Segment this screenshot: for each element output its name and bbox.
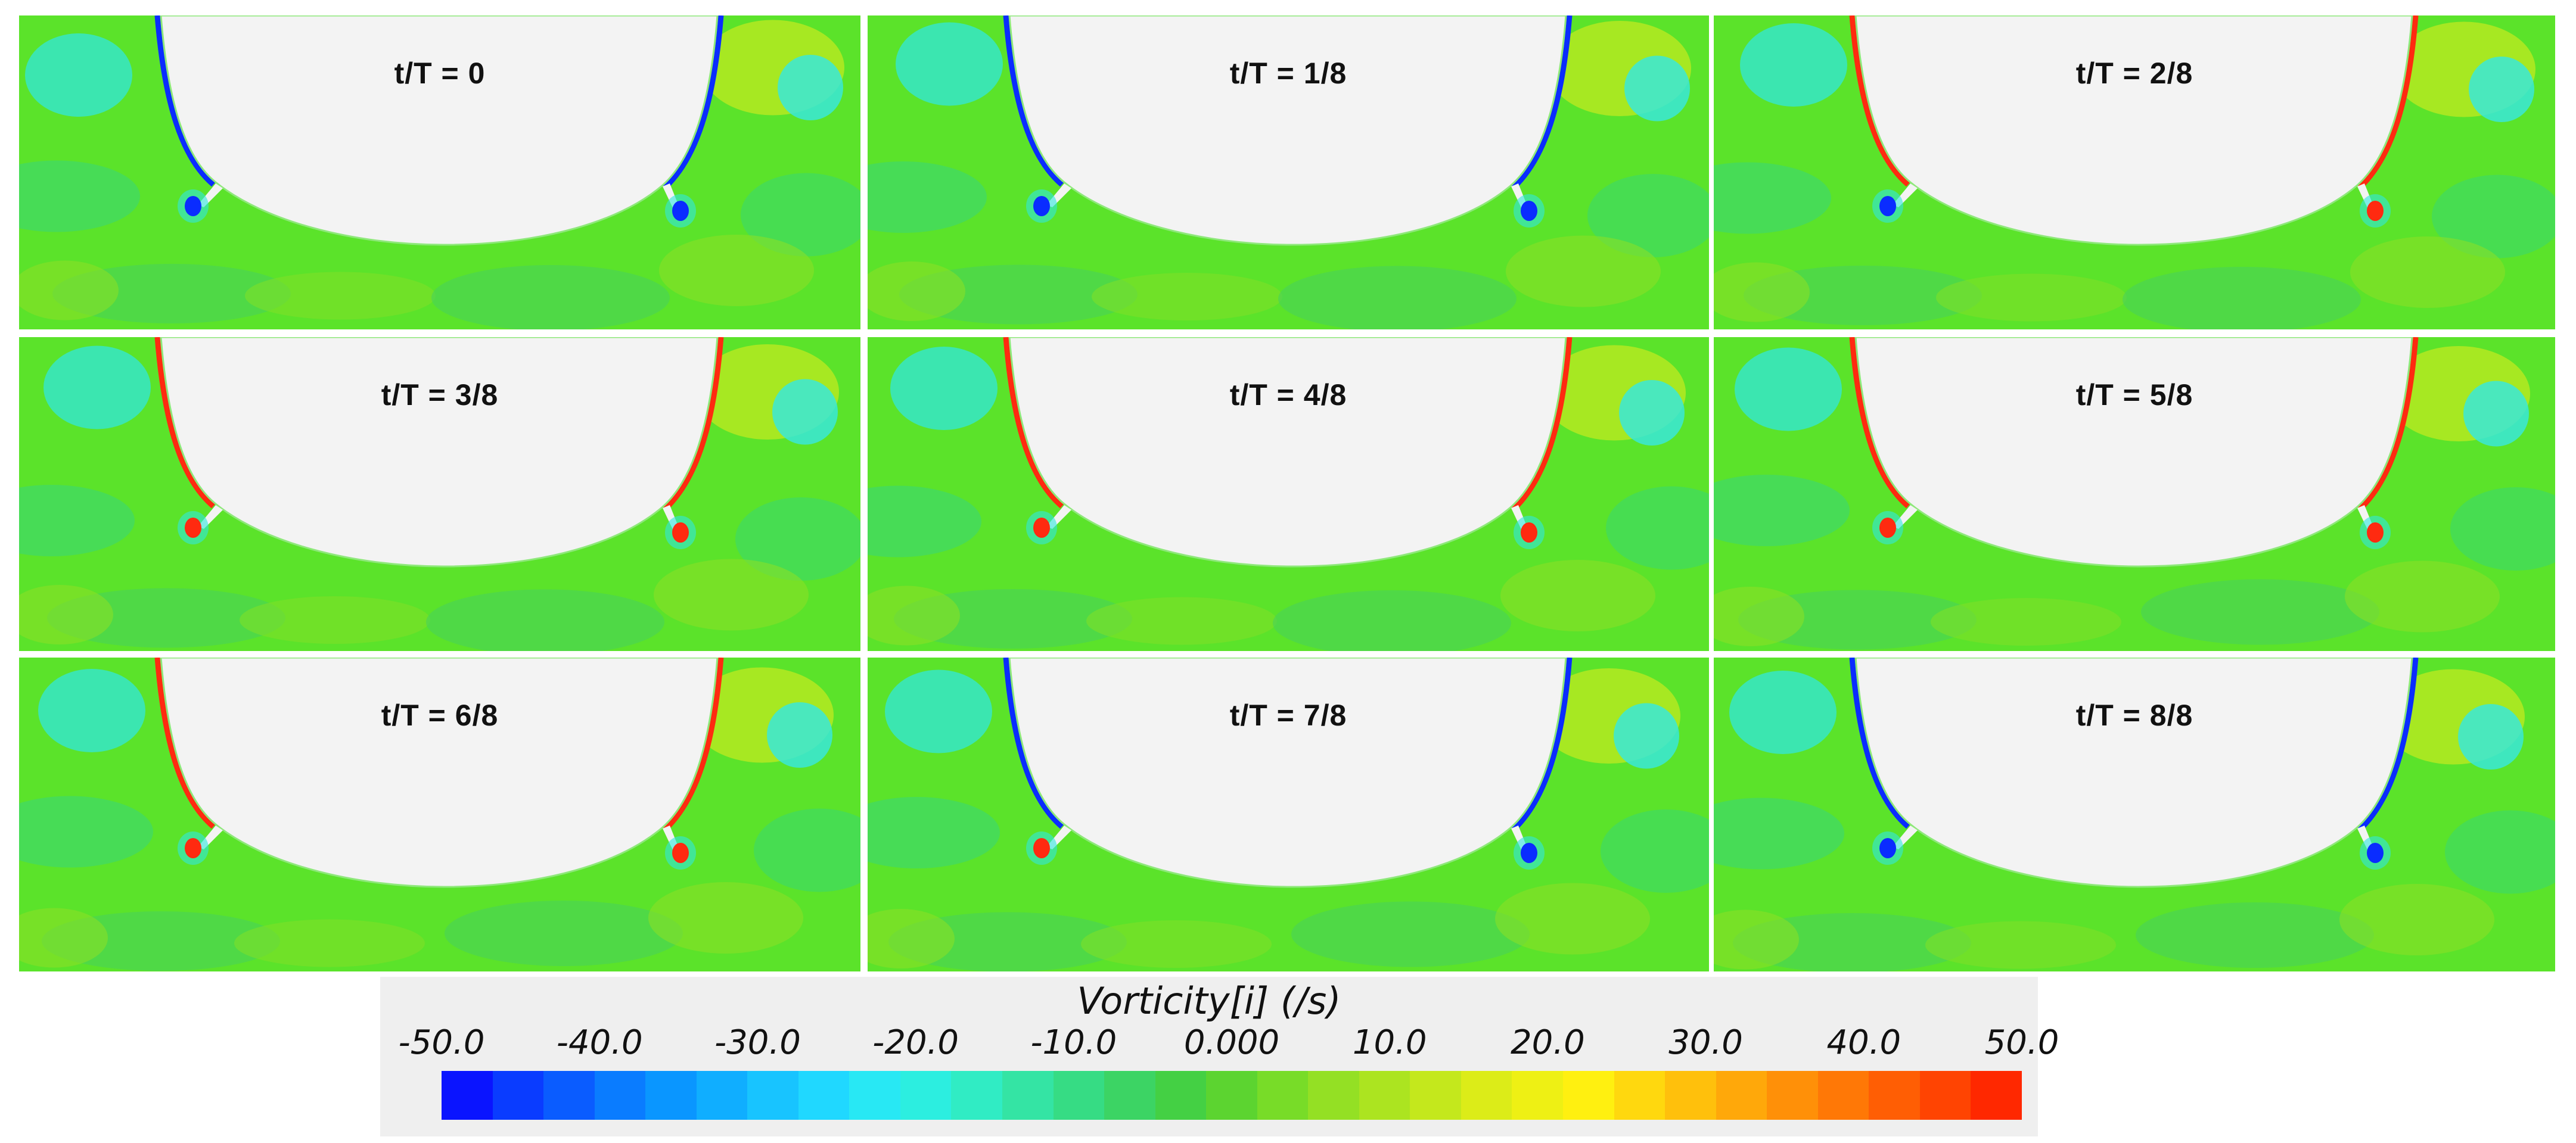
- colorbar-tick-label: -20.0: [872, 1023, 959, 1062]
- colorbar-swatch: [1308, 1071, 1359, 1120]
- colorbar-tick-label: 40.0: [1826, 1023, 1901, 1062]
- colorbar-swatch: [951, 1071, 1003, 1120]
- colorbar-swatch: [1410, 1071, 1461, 1120]
- hull-body: [1008, 337, 1567, 568]
- panel-t7: t/T = 7/8: [868, 658, 1709, 971]
- panel-label: t/T = 7/8: [1229, 699, 1347, 732]
- hull-body: [1008, 15, 1567, 246]
- panel-label: t/T = 1/8: [1229, 57, 1347, 90]
- left-vortex: [1879, 518, 1896, 538]
- right-vortex: [1521, 201, 1537, 221]
- left-vortex: [1879, 196, 1896, 216]
- hull-body: [160, 15, 719, 246]
- flow-field: [19, 15, 860, 329]
- left-vortex: [1033, 838, 1050, 858]
- panel-t8: t/T = 8/8: [1714, 658, 2555, 971]
- hull-body: [160, 337, 719, 568]
- colorbar-swatch: [1869, 1071, 1920, 1120]
- colorbar-swatch: [1767, 1071, 1818, 1120]
- right-vortex: [1521, 522, 1537, 543]
- colorbar-swatch: [747, 1071, 798, 1120]
- left-vortex: [185, 518, 201, 538]
- flow-field: [1714, 15, 2555, 329]
- colorbar-swatch: [849, 1071, 900, 1120]
- colorbar-swatch: [1563, 1071, 1614, 1120]
- right-vortex: [672, 201, 689, 221]
- flow-field: [1714, 337, 2555, 651]
- panel-t0: t/T = 0: [19, 15, 860, 329]
- colorbar-title: Vorticity[i] (/s): [1077, 979, 1341, 1023]
- right-vortex: [672, 843, 689, 863]
- colorbar-tick-label: -30.0: [714, 1023, 801, 1062]
- colorbar-swatch: [1002, 1071, 1054, 1120]
- panel-t4: t/T = 4/8: [868, 337, 1709, 651]
- flow-field: [868, 658, 1709, 971]
- colorbar-bar: [442, 1071, 2022, 1120]
- panel-t3: t/T = 3/8: [19, 337, 860, 651]
- colorbar-swatch: [900, 1071, 952, 1120]
- colorbar-tick-label: 50.0: [1984, 1023, 2059, 1062]
- hull-body: [1854, 15, 2413, 246]
- panel-label: t/T = 0: [394, 57, 486, 90]
- flow-field: [19, 658, 860, 971]
- hull-body: [1854, 337, 2413, 568]
- right-vortex: [2367, 843, 2384, 863]
- left-vortex: [1033, 196, 1050, 216]
- colorbar-swatch: [543, 1071, 595, 1120]
- colorbar-swatch: [1971, 1071, 2022, 1120]
- panel-label: t/T = 3/8: [381, 378, 499, 412]
- colorbar-swatch: [1817, 1071, 1869, 1120]
- hull-body: [160, 658, 719, 888]
- colorbar-tick-label: 20.0: [1511, 1023, 1585, 1062]
- colorbar-tick-label: -10.0: [1030, 1023, 1117, 1062]
- colorbar-swatch: [1919, 1071, 1971, 1120]
- colorbar-swatch: [492, 1071, 544, 1120]
- colorbar-swatch: [1512, 1071, 1564, 1120]
- colorbar-swatch: [696, 1071, 748, 1120]
- hull-body: [1008, 658, 1567, 888]
- colorbar-swatch: [1257, 1071, 1309, 1120]
- panel-t1: t/T = 1/8: [868, 15, 1709, 329]
- right-vortex: [672, 522, 689, 543]
- panel-t5: t/T = 5/8: [1714, 337, 2555, 651]
- right-vortex: [2367, 522, 2384, 543]
- colorbar-legend: Vorticity[i] (/s) -50.0 -40.0 -30.0 -20.0 -1…: [380, 977, 2059, 1136]
- colorbar-swatch: [1359, 1071, 1410, 1120]
- left-vortex: [185, 196, 201, 216]
- colorbar-swatch: [1206, 1071, 1257, 1120]
- colorbar-swatch: [798, 1071, 850, 1120]
- panel-label: t/T = 8/8: [2075, 699, 2193, 732]
- colorbar-swatch: [1716, 1071, 1767, 1120]
- colorbar-swatch: [1665, 1071, 1716, 1120]
- panel-t6: t/T = 6/8: [19, 658, 860, 971]
- flow-field: [868, 15, 1709, 329]
- panel-t2: t/T = 2/8: [1714, 15, 2555, 329]
- colorbar-tick-label: -50.0: [398, 1023, 485, 1062]
- colorbar-tick-label: 10.0: [1352, 1023, 1427, 1062]
- panel-label: t/T = 5/8: [2075, 378, 2193, 412]
- colorbar-tick-label: 0.000: [1183, 1023, 1280, 1062]
- flow-field: [868, 337, 1709, 651]
- panel-label: t/T = 2/8: [2075, 57, 2193, 90]
- colorbar-tick-label: 30.0: [1668, 1023, 1743, 1062]
- colorbar-swatch: [1155, 1071, 1207, 1120]
- panel-label: t/T = 6/8: [381, 699, 499, 732]
- left-vortex: [1879, 838, 1896, 858]
- right-vortex: [2367, 201, 2384, 221]
- colorbar-swatch: [594, 1071, 646, 1120]
- colorbar-swatch: [645, 1071, 697, 1120]
- left-vortex: [1033, 518, 1050, 538]
- colorbar-tick-label: -40.0: [556, 1023, 643, 1062]
- flow-field: [19, 337, 860, 651]
- hull-body: [1854, 658, 2413, 888]
- flow-field: [1714, 658, 2555, 971]
- colorbar-swatch: [1053, 1071, 1105, 1120]
- left-vortex: [185, 838, 201, 858]
- colorbar-swatch: [442, 1071, 493, 1120]
- right-vortex: [1521, 843, 1537, 863]
- panel-label: t/T = 4/8: [1229, 378, 1347, 412]
- colorbar-swatch: [1614, 1071, 1665, 1120]
- colorbar-swatch: [1104, 1071, 1155, 1120]
- colorbar-swatch: [1461, 1071, 1512, 1120]
